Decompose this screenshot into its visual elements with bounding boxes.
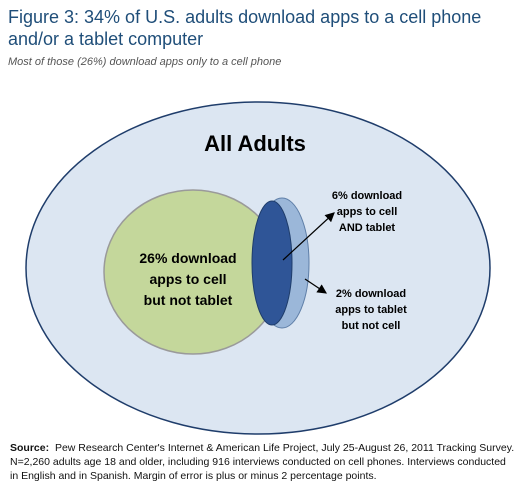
cell-only-label-line3: but not tablet <box>144 292 233 308</box>
tablet-only-label-line2: apps to tablet <box>335 304 407 316</box>
all-adults-label: All Adults <box>204 131 306 156</box>
cell-and-tablet-label-line2: apps to cell <box>337 206 398 218</box>
source-text: Pew Research Center's Internet & America… <box>10 442 515 482</box>
figure-subtitle: Most of those (26%) download apps only t… <box>8 56 282 68</box>
cell-and-tablet-label-line3: AND tablet <box>339 222 396 234</box>
cell-and-tablet-label-line1: 6% download <box>332 190 402 202</box>
tablet-only-label-line1: 2% download <box>336 288 406 300</box>
cell-only-label-line2: apps to cell <box>149 271 226 287</box>
source-label: Source: <box>10 442 50 454</box>
figure-title: Figure 3: 34% of U.S. adults download ap… <box>8 7 482 49</box>
cell-only-label-line1: 26% download <box>139 250 236 266</box>
tablet-only-label-line3: but not cell <box>342 320 401 332</box>
cell-and-tablet-overlap <box>251 200 293 326</box>
source-note: Source: Pew Research Center's Internet &… <box>10 441 515 483</box>
tablet-only-pointer-arrow <box>304 278 327 294</box>
overlap-pointer-arrow <box>282 212 335 261</box>
